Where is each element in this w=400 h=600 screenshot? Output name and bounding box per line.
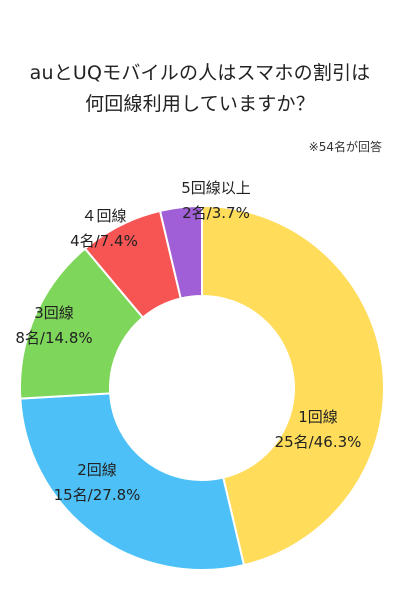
- slice-5-name: 5回線以上: [181, 179, 251, 197]
- chart-title-line-2: 何回線利用していますか？: [85, 93, 315, 115]
- slice-2-value: 15名/27.8%: [54, 486, 141, 504]
- slice-3: [19, 247, 145, 400]
- chart-title-line-1: auとUQモバイルの人はスマホの割引は: [29, 62, 371, 84]
- slice-5-value: 2名/3.7%: [182, 204, 250, 222]
- respondent-note: ※54名が回答: [308, 140, 382, 154]
- chart-title: auとUQモバイルの人はスマホの割引は 何回線利用していますか？: [0, 58, 400, 120]
- slice-4-name: ４回線: [81, 207, 126, 225]
- donut-slices: [19, 204, 385, 571]
- slice-1-name: 1回線: [298, 408, 338, 426]
- slice-3-name: 3回線: [34, 304, 74, 322]
- donut-labels: 1回線 25名/46.3% 2回線 15名/27.8% 3回線 8名/14.8% ４回線 4名…: [15, 179, 361, 504]
- slice-5: [158, 204, 203, 300]
- slice-3-value: 8名/14.8%: [15, 329, 92, 347]
- slice-2-name: 2回線: [77, 461, 117, 479]
- slice-1: [201, 204, 385, 567]
- slice-4-value: 4名/7.4%: [70, 232, 138, 250]
- slice-2: [19, 392, 246, 571]
- slice-1-value: 25名/46.3%: [275, 433, 362, 451]
